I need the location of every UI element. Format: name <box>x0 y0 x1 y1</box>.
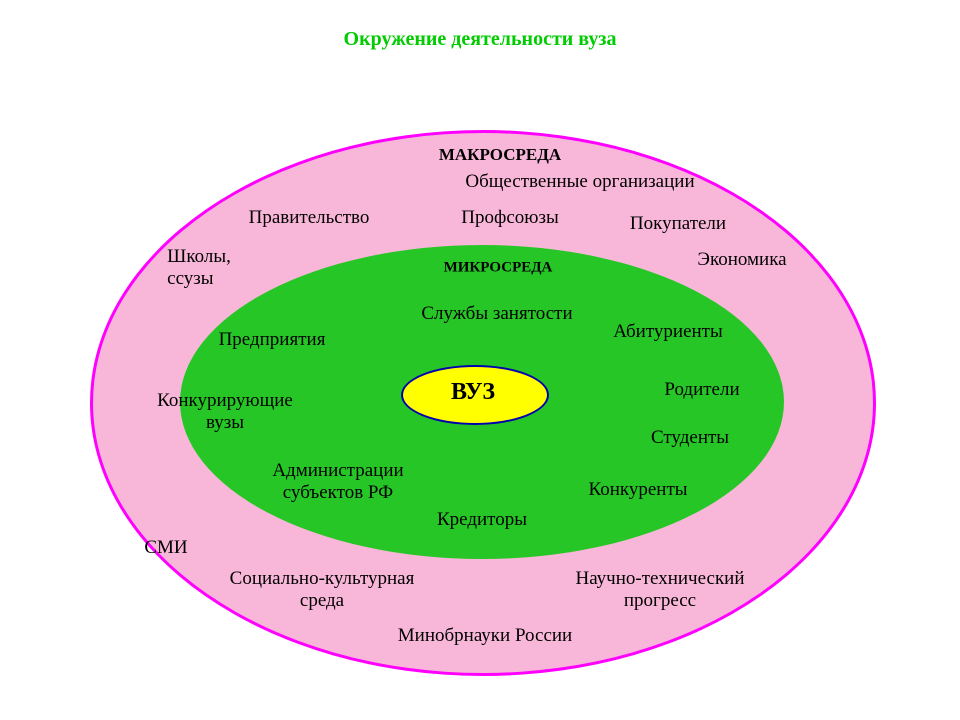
macro-label-1: Правительство <box>249 207 370 229</box>
macro-label-2: Профсоюзы <box>461 207 558 229</box>
macro-label-9: Минобрнауки России <box>398 625 572 647</box>
micro-label-8: Кредиторы <box>437 509 527 531</box>
micro-label-7: Конкуренты <box>588 479 687 501</box>
micro-label-2: Предприятия <box>219 329 326 351</box>
macro-label-6: СМИ <box>144 537 187 559</box>
macro-label-3: Покупатели <box>630 213 726 235</box>
macro-heading: МАКРОСРЕДА <box>439 145 561 165</box>
macro-label-8: Научно-технический прогресс <box>575 568 744 612</box>
core-label: ВУЗ <box>451 379 495 407</box>
macro-label-0: Общественные организации <box>465 171 694 193</box>
micro-label-5: Студенты <box>651 427 729 449</box>
micro-heading: МИКРОСРЕДА <box>444 259 553 276</box>
diagram-stage: Окружение деятельности вуза ВУЗ МАКРОСРЕ… <box>0 0 960 720</box>
micro-label-0: Службы занятости <box>421 303 572 325</box>
micro-label-1: Абитуриенты <box>613 321 722 343</box>
micro-label-6: Администрации субъектов РФ <box>272 460 403 504</box>
micro-label-4: Конкурирующие вузы <box>157 390 293 434</box>
macro-label-7: Социально-культурная среда <box>230 568 415 612</box>
macro-label-5: Экономика <box>697 249 786 271</box>
micro-label-3: Родители <box>664 379 739 401</box>
macro-label-4: Школы, ссузы <box>167 246 231 290</box>
diagram-title: Окружение деятельности вуза <box>0 28 960 51</box>
